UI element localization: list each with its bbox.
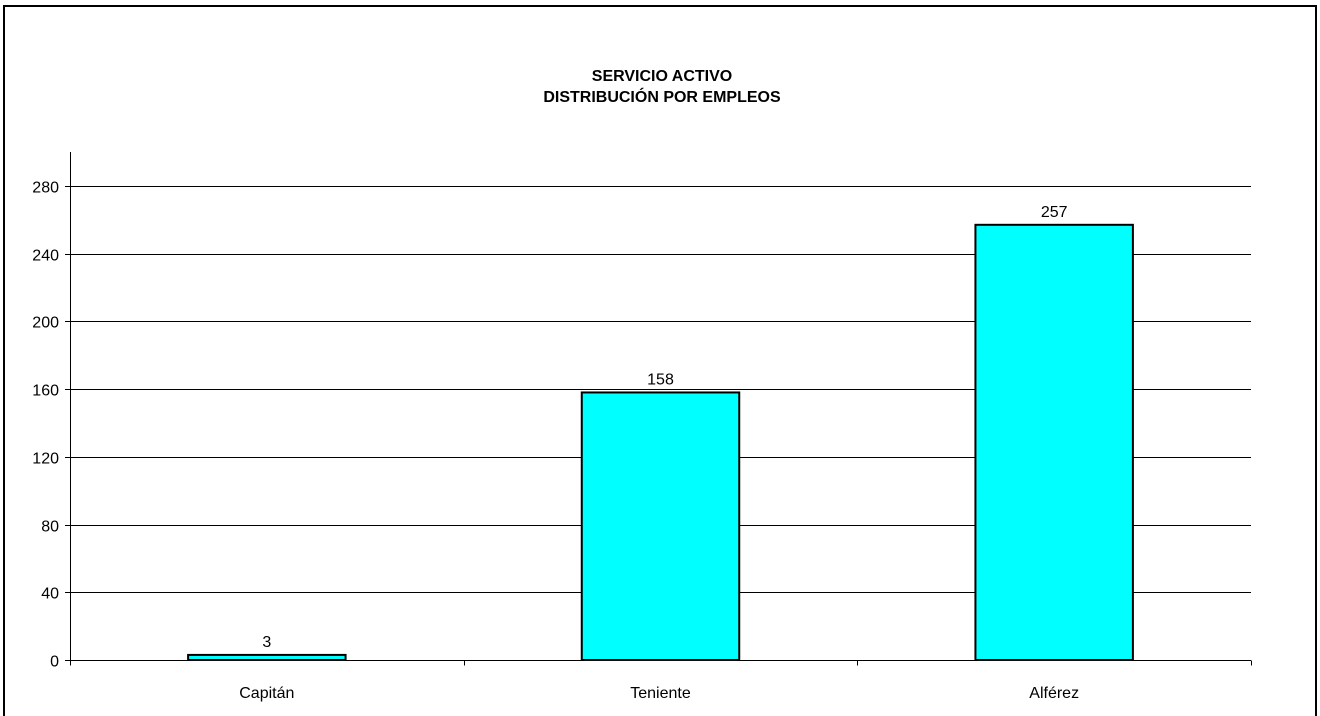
bar-teniente — [580, 391, 741, 661]
y-tick-label: 240 — [32, 248, 59, 265]
x-category-label: Capitán — [239, 685, 294, 702]
y-tick-label: 200 — [32, 315, 59, 332]
bars — [187, 223, 1134, 662]
chart-title: SERVICIO ACTIVO — [591, 68, 733, 85]
bar-alferez — [974, 223, 1134, 662]
x-category-label: Alférez — [1029, 685, 1079, 702]
y-tick-label: 40 — [41, 586, 59, 603]
labels: 0 40 80 120 160 200 240 280 3 Capitán 158 Teniente 2… — [32, 180, 1079, 703]
x-category-label: Teniente — [630, 685, 691, 702]
y-tick-label: 280 — [32, 180, 59, 197]
data-label: 257 — [1041, 204, 1068, 221]
y-tick-label: 0 — [50, 654, 59, 671]
bar-capitan — [187, 653, 347, 661]
chart-title-block: SERVICIO ACTIVO DISTRIBUCIÓN POR EMPLEOS — [5, 66, 1319, 108]
chart-subtitle: DISTRIBUCIÓN POR EMPLEOS — [543, 89, 781, 106]
data-label: 3 — [262, 634, 271, 651]
y-tick-label: 120 — [32, 451, 59, 468]
y-tick-label: 160 — [32, 383, 59, 400]
y-tick-label: 80 — [41, 519, 59, 536]
data-label: 158 — [647, 371, 674, 388]
